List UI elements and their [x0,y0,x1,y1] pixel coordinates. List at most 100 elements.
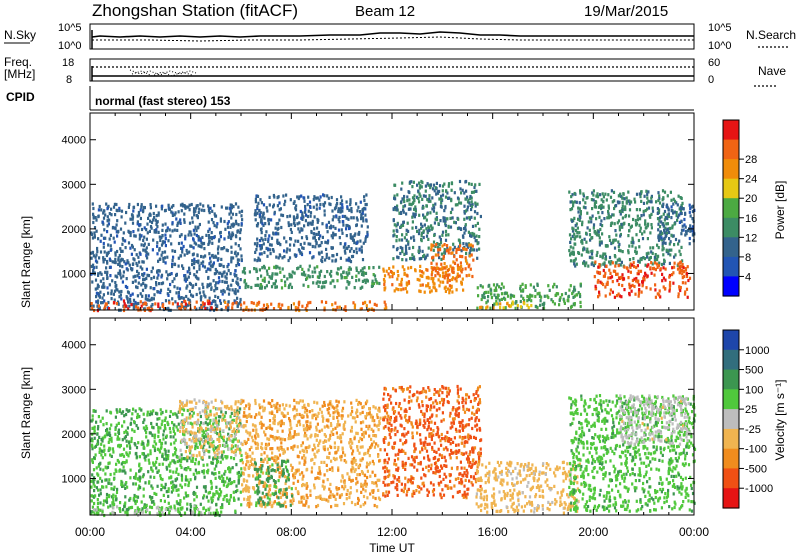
velocity-cell [258,421,262,426]
power-cell [178,305,181,309]
velocity-cell [121,484,124,488]
velocity-cell [99,508,102,512]
velocity-cell [189,407,192,411]
power-cell [297,239,300,243]
velocity-cell [202,421,205,426]
power-cell [262,203,266,207]
velocity-cell [151,486,154,490]
velocity-cell [289,433,292,437]
power-cell [506,294,510,298]
velocity-cell [145,427,149,431]
power-cell [665,222,668,226]
velocity-cell [201,457,204,461]
power-cell [355,279,358,283]
power-cell [178,296,181,300]
velocity-cell [122,484,125,488]
power-cell [599,280,602,284]
power-cell [158,282,161,286]
power-cell [689,206,692,210]
power-cell [168,207,171,211]
power-cell [302,273,305,277]
power-cell [632,217,635,222]
power-cell [119,227,123,231]
velocity-cell [173,446,176,450]
velocity-cell [97,473,100,477]
power-cell [500,292,504,296]
power-cell [133,303,136,307]
power-cell [657,236,660,240]
velocity-cell [177,509,180,513]
power-cell [207,233,211,238]
velocity-cell [169,461,172,465]
power-cell [574,257,577,261]
power-cell [424,184,427,188]
power-cell [661,244,664,248]
power-cell [94,278,98,282]
power-cell [476,202,479,206]
velocity-cell [222,476,225,481]
power-cell [629,265,632,269]
power-cell [203,265,206,269]
power-cell [391,275,394,279]
power-cell [218,279,221,283]
velocity-cell [158,448,161,452]
power-cell [260,286,263,290]
power-cell [486,299,489,303]
power-cell [239,230,242,235]
power-cell [460,264,463,269]
power-cell [430,224,433,228]
velocity-cell [212,472,215,476]
power-cell [213,223,216,228]
velocity-cell [213,493,216,497]
velocity-cell [230,447,233,451]
power-cell [240,222,243,226]
power-cell [464,225,467,229]
velocity-cell [230,411,233,415]
power-cell [129,246,132,250]
power-cell [450,182,454,186]
power-cell [129,233,132,238]
power-cell [617,282,621,287]
power-cell [185,294,188,299]
velocity-cell [215,485,218,489]
power-cell [278,218,281,222]
velocity-cell [224,418,227,423]
power-cell [437,253,440,257]
power-cell [661,231,664,235]
power-cell [405,283,408,287]
power-cell [182,296,185,300]
power-cell [317,284,320,288]
power-cell [124,221,127,225]
power-cell [366,233,369,237]
power-cell [422,229,425,233]
power-cell [359,269,363,273]
power-cell [263,279,266,283]
power-cell [155,214,158,218]
power-cell [199,295,202,299]
power-cell [461,255,464,259]
velocity-cell [189,414,192,418]
power-cell [403,199,406,204]
velocity-cell [115,462,118,466]
power-cell [598,243,601,247]
power-cell [360,272,364,276]
velocity-cell [217,419,220,423]
power-cell [426,231,429,235]
velocity-cell [143,505,146,510]
power-cell [431,196,434,200]
velocity-cell [223,405,227,409]
velocity-cell [234,490,238,494]
velocity-cell [169,435,172,439]
velocity-cell [159,408,162,412]
power-cell [330,269,333,274]
power-cell [354,232,357,236]
power-cell [435,262,438,266]
power-cell [488,283,491,287]
power-cell [357,232,361,236]
power-cell [403,268,406,272]
power-cell [602,205,605,209]
power-cell [607,213,610,217]
power-cell [618,248,621,252]
power-cell [427,226,431,230]
power-cell [283,249,286,253]
